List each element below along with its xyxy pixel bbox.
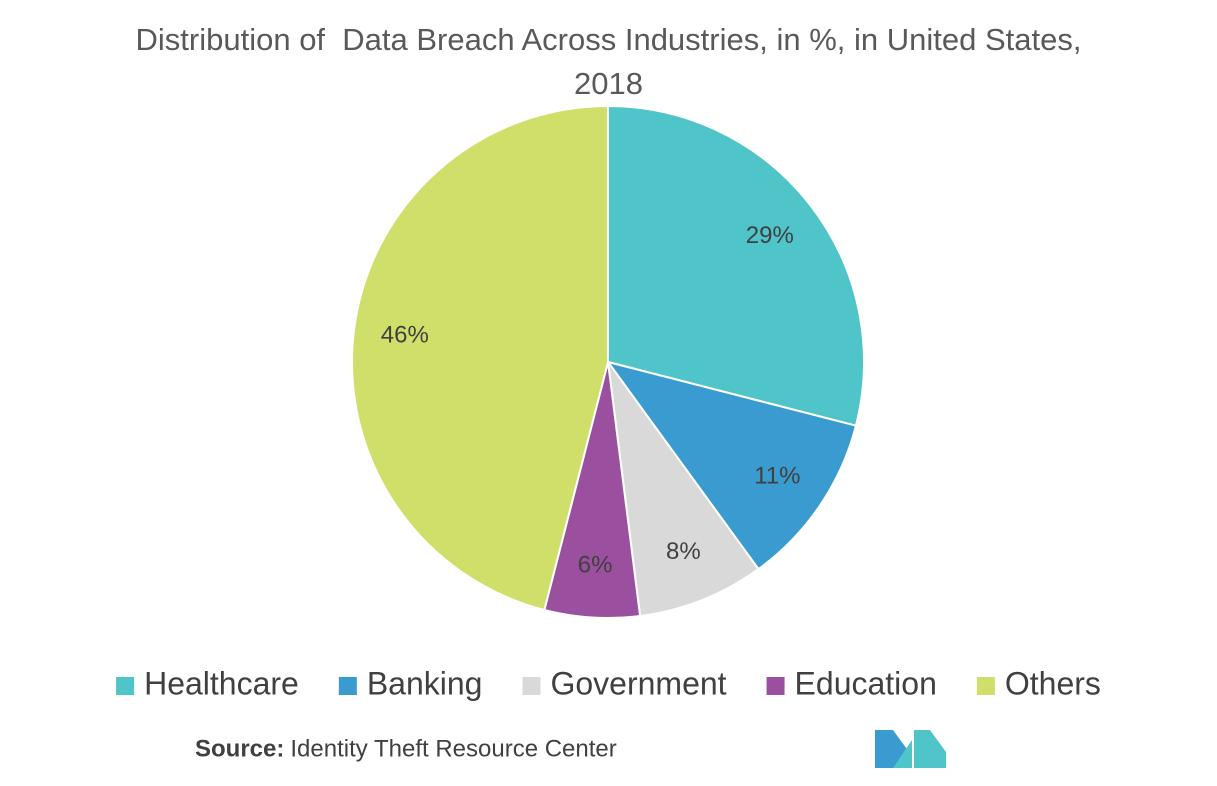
logo-shape [893, 740, 912, 768]
legend-label: Others [1005, 665, 1101, 701]
logo [875, 730, 946, 768]
legend-label: Healthcare [144, 665, 299, 701]
data-label: 6% [578, 552, 613, 579]
legend-swatch [338, 677, 357, 695]
logo-shape [914, 730, 946, 768]
data-label: 8% [666, 538, 701, 565]
legend: Healthcare Banking Government Education Othe… [116, 665, 1101, 701]
legend-label: Banking [367, 665, 483, 701]
pie-slice [605, 360, 858, 571]
pie-slice [607, 104, 865, 427]
pie: 29% 11% 8% 6% 46% [351, 104, 865, 619]
source-label: Source: [195, 735, 284, 762]
legend-swatch [522, 677, 541, 695]
legend-swatch [116, 677, 135, 695]
data-label: 46% [381, 322, 429, 349]
data-label: 29% [746, 222, 794, 249]
legend-swatch [976, 677, 995, 695]
data-label: 11% [754, 462, 800, 489]
pie-slice [351, 104, 609, 612]
title-box: Distribution of Data Breach Across Indus… [0, 18, 1217, 106]
legend-label: Government [550, 665, 726, 701]
source: Identity Theft Resource Center [290, 735, 616, 762]
legend-swatch [766, 677, 785, 695]
legend-label: Education [795, 665, 937, 701]
pie-slice [607, 361, 760, 618]
chart-title: Distribution of Data Breach Across Indus… [135, 22, 1091, 101]
